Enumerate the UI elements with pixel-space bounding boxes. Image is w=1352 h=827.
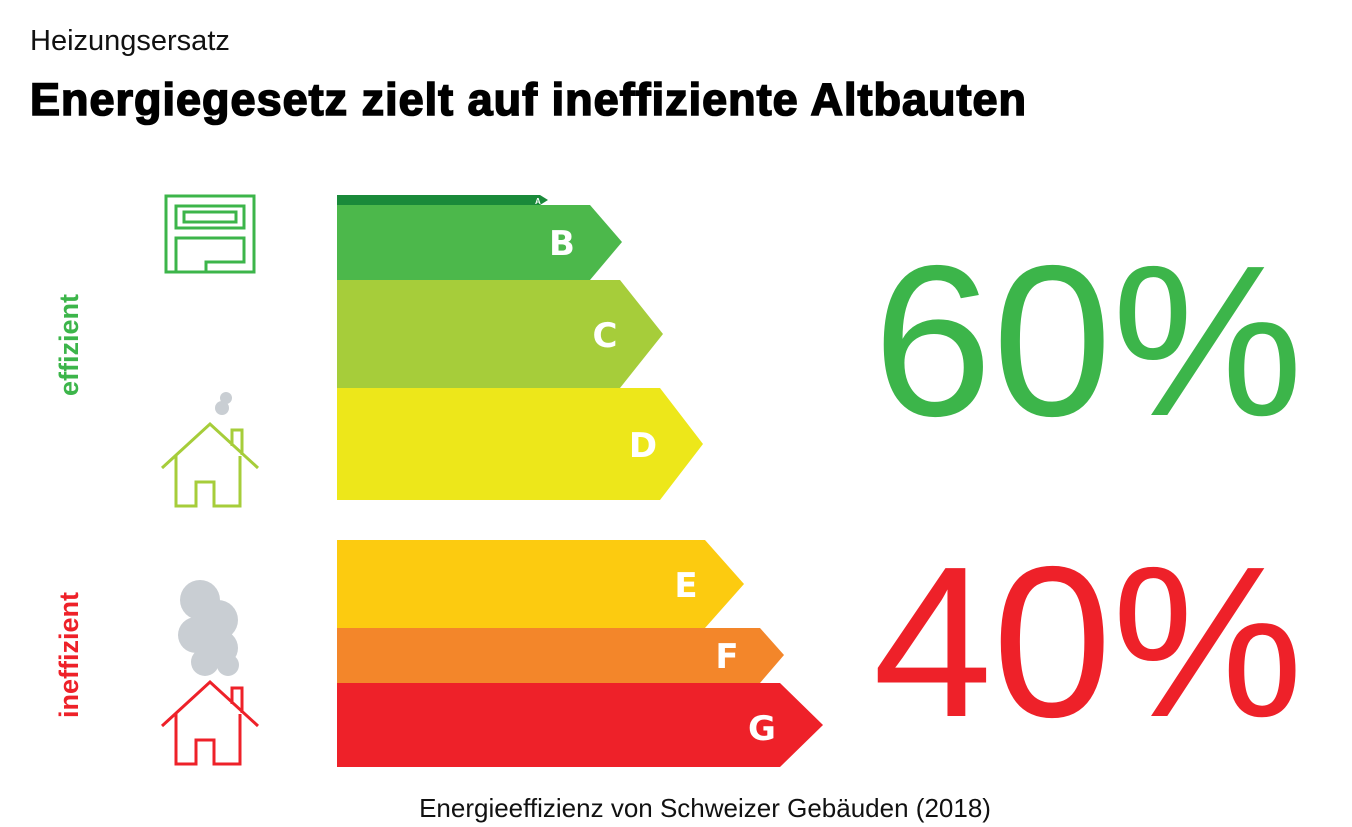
side-label: effizient <box>54 294 84 396</box>
class-bar <box>337 280 663 388</box>
class-bar <box>337 683 823 767</box>
class-label: F <box>715 637 738 677</box>
class-label: A <box>535 197 541 206</box>
class-bar <box>337 205 622 280</box>
class-bar <box>337 195 548 205</box>
kicker: Heizungsersatz <box>30 25 230 57</box>
class-label: B <box>549 224 575 264</box>
caption: Energieeffizienz von Schweizer Gebäuden … <box>419 793 991 823</box>
headline: Energiegesetz zielt auf ineffiziente Alt… <box>30 74 1027 125</box>
class-bar <box>337 628 784 683</box>
class-label: D <box>629 426 657 466</box>
house-icon-inefficient <box>160 580 260 766</box>
class-label: C <box>593 316 618 356</box>
class-label: G <box>748 709 776 749</box>
share-inefficient: 40% <box>873 521 1303 762</box>
house-icon-efficient <box>160 392 260 508</box>
class-bar <box>337 540 744 628</box>
share-efficient: 60% <box>873 220 1303 461</box>
side-label: ineffizient <box>54 592 84 718</box>
class-bar <box>337 388 703 500</box>
class-label: E <box>674 566 697 606</box>
building-icon <box>164 194 256 274</box>
